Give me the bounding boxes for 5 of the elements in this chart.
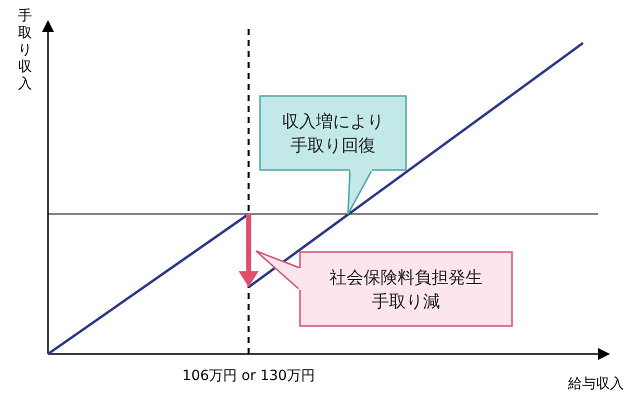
x-axis-title: 給与収入 — [567, 376, 624, 392]
ylabel: 手取り収入 — [18, 8, 32, 92]
annotation: 社会保険料負担発生手取り減 — [330, 268, 482, 312]
annotation: 収入増により手取り回復 — [282, 112, 384, 156]
text: 106万円 or 130万円 — [182, 368, 315, 384]
